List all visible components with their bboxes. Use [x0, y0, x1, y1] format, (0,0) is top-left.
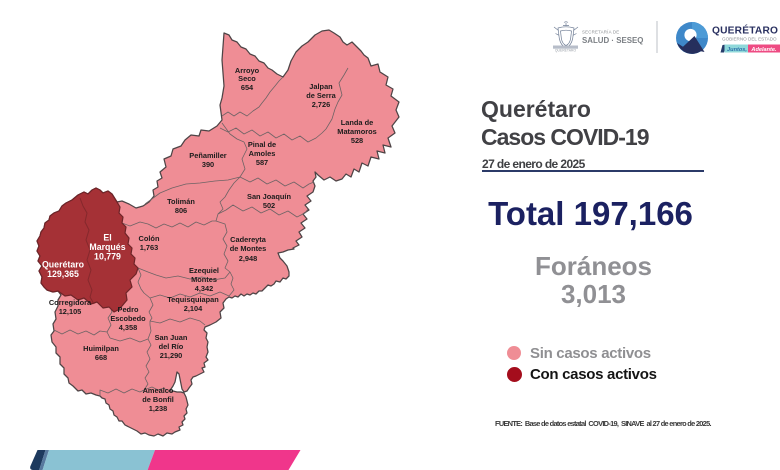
svg-text:GOBIERNO DEL ESTADO: GOBIERNO DEL ESTADO — [722, 37, 777, 42]
svg-text:668: 668 — [95, 353, 107, 362]
svg-text:806: 806 — [175, 206, 187, 215]
svg-text:SALUD · SESEQ: SALUD · SESEQ — [582, 36, 643, 45]
svg-text:Tequisquiapan: Tequisquiapan — [167, 295, 219, 304]
svg-text:Tolimán: Tolimán — [167, 197, 195, 206]
svg-text:Huimilpan: Huimilpan — [83, 344, 119, 353]
svg-text:Pinal de: Pinal de — [248, 140, 276, 149]
svg-text:Juntos,: Juntos, — [727, 47, 747, 53]
svg-text:654: 654 — [241, 83, 254, 92]
svg-text:21,290: 21,290 — [160, 351, 183, 360]
svg-text:del Río: del Río — [159, 342, 184, 351]
svg-text:QUERÉTARO: QUERÉTARO — [712, 24, 778, 37]
svg-text:12,105: 12,105 — [59, 307, 82, 316]
svg-text:1,763: 1,763 — [140, 243, 159, 252]
svg-text:Seco: Seco — [238, 74, 256, 83]
svg-text:de Montes: de Montes — [230, 244, 267, 253]
svg-text:Cadereyta: Cadereyta — [230, 235, 267, 244]
svg-text:Ezequiel: Ezequiel — [189, 266, 219, 275]
svg-text:129,365: 129,365 — [47, 269, 79, 279]
svg-text:Peñamiller: Peñamiller — [189, 151, 227, 160]
svg-text:Jalpan: Jalpan — [309, 82, 333, 91]
svg-text:1,238: 1,238 — [149, 404, 168, 413]
svg-text:Arroyo: Arroyo — [235, 66, 260, 75]
svg-text:Pedro: Pedro — [118, 305, 139, 314]
svg-text:SECRETARÍA DE: SECRETARÍA DE — [582, 30, 619, 35]
svg-text:Montes: Montes — [191, 275, 217, 284]
svg-text:Marqués: Marqués — [89, 242, 125, 252]
svg-text:4,358: 4,358 — [119, 323, 138, 332]
svg-text:2,948: 2,948 — [239, 254, 258, 263]
svg-text:2,104: 2,104 — [184, 304, 203, 313]
svg-text:2,726: 2,726 — [312, 100, 331, 109]
svg-text:4,342: 4,342 — [195, 284, 214, 293]
svg-text:587: 587 — [256, 158, 268, 167]
svg-text:San Joaquín: San Joaquín — [247, 192, 291, 201]
svg-text:Querétaro: Querétaro — [42, 260, 85, 270]
svg-text:10,779: 10,779 — [94, 252, 121, 262]
svg-text:de Serra: de Serra — [306, 91, 336, 100]
svg-text:Adelante.: Adelante. — [750, 47, 777, 53]
svg-text:Escobedo: Escobedo — [110, 314, 146, 323]
svg-text:Amoles: Amoles — [249, 149, 276, 158]
svg-text:Corregidora: Corregidora — [49, 298, 92, 307]
svg-text:QUERÉTARO: QUERÉTARO — [555, 48, 577, 53]
svg-text:Amealco: Amealco — [143, 386, 174, 395]
svg-text:El: El — [103, 233, 111, 243]
svg-text:Colón: Colón — [139, 234, 160, 243]
svg-text:528: 528 — [351, 136, 363, 145]
svg-text:de Bonfil: de Bonfil — [142, 395, 174, 404]
svg-text:Matamoros: Matamoros — [337, 127, 376, 136]
svg-text:San Juan: San Juan — [155, 333, 188, 342]
svg-text:Landa de: Landa de — [341, 118, 373, 127]
svg-text:502: 502 — [263, 201, 275, 210]
svg-text:390: 390 — [202, 160, 214, 169]
